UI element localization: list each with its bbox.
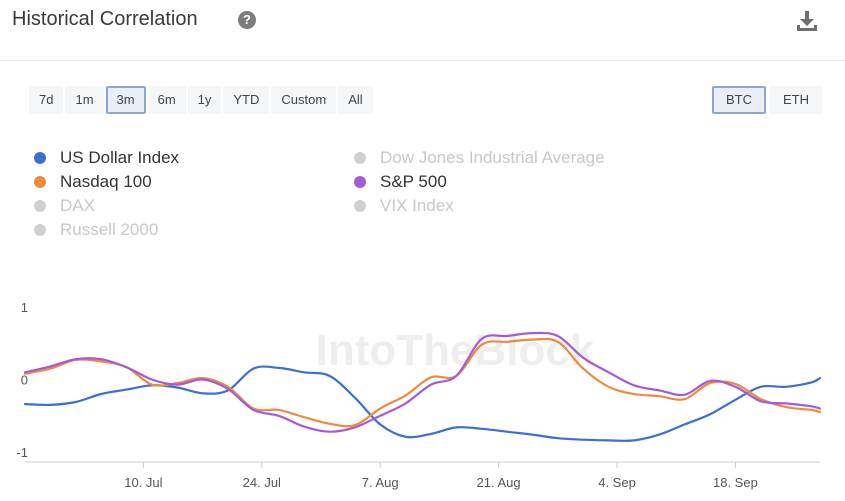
legend-dot-icon — [354, 152, 366, 164]
legend-label: DAX — [60, 196, 95, 215]
asset-button-btc[interactable]: BTC — [712, 86, 766, 114]
legend-item-s-p-500[interactable]: S&P 500 — [354, 172, 447, 192]
panel-header: Historical Correlation ? — [0, 0, 845, 61]
series-line-nasdaq-100 — [23, 337, 822, 428]
y-tick-label: 0 — [21, 373, 28, 388]
asset-button-eth[interactable]: ETH — [770, 86, 822, 114]
legend-label: Russell 2000 — [60, 220, 159, 239]
legend-dot-icon — [34, 224, 46, 236]
x-tick-label: 21. Aug — [477, 475, 521, 490]
range-button-6m[interactable]: 6m — [147, 86, 186, 114]
time-range-selector: 7d 1m 3m 6m 1y YTD Custom All — [29, 86, 373, 114]
range-button-1m[interactable]: 1m — [65, 86, 104, 114]
x-tick-label: 18. Sep — [713, 475, 758, 490]
asset-selector: BTC ETH — [712, 86, 822, 114]
range-button-custom[interactable]: Custom — [271, 86, 337, 114]
x-axis: 10. Jul 24. Jul 7. Aug 21. Aug 4. Sep 18. Sep — [25, 461, 820, 490]
legend-item-dax[interactable]: DAX — [34, 196, 95, 216]
legend-item-us-dollar-index[interactable]: US Dollar Index — [34, 148, 179, 168]
y-tick-label: -1 — [16, 445, 28, 460]
legend-label: S&P 500 — [380, 172, 447, 191]
legend-dot-icon — [34, 176, 46, 188]
y-tick-label: 1 — [21, 300, 28, 315]
help-icon[interactable]: ? — [238, 11, 256, 29]
range-button-7d[interactable]: 7d — [29, 86, 64, 114]
legend-dot-icon — [354, 176, 366, 188]
x-tick-label: 7. Aug — [362, 475, 399, 490]
legend-label: Dow Jones Industrial Average — [380, 148, 605, 167]
legend-item-russell-2000[interactable]: Russell 2000 — [34, 220, 158, 240]
legend-dot-icon — [34, 152, 46, 164]
legend-item-nasdaq-100[interactable]: Nasdaq 100 — [34, 172, 152, 192]
x-tick-label: 4. Sep — [598, 475, 636, 490]
legend-dot-icon — [354, 200, 366, 212]
legend-label: VIX Index — [380, 196, 454, 215]
legend-item-vix-index[interactable]: VIX Index — [354, 196, 454, 216]
range-button-all[interactable]: All — [338, 86, 373, 114]
watermark-text: IntoTheBlock — [316, 326, 595, 375]
x-tick-label: 10. Jul — [124, 475, 162, 490]
series-line-us-dollar-index — [23, 365, 822, 442]
legend-item-dow-jones-industrial-average[interactable]: Dow Jones Industrial Average — [354, 148, 605, 168]
x-tick-label: 24. Jul — [243, 475, 281, 490]
series-lines — [23, 331, 822, 442]
range-button-3m[interactable]: 3m — [105, 86, 146, 114]
legend-dot-icon — [34, 200, 46, 212]
page-title: Historical Correlation — [12, 8, 198, 30]
y-axis: 1 0 -1 — [16, 300, 28, 460]
download-icon[interactable] — [794, 8, 820, 34]
range-button-1y[interactable]: 1y — [187, 86, 222, 114]
legend-label: US Dollar Index — [60, 148, 180, 167]
legend-label: Nasdaq 100 — [60, 172, 152, 191]
series-line-s-p-500 — [23, 331, 822, 433]
range-button-ytd[interactable]: YTD — [223, 86, 270, 114]
